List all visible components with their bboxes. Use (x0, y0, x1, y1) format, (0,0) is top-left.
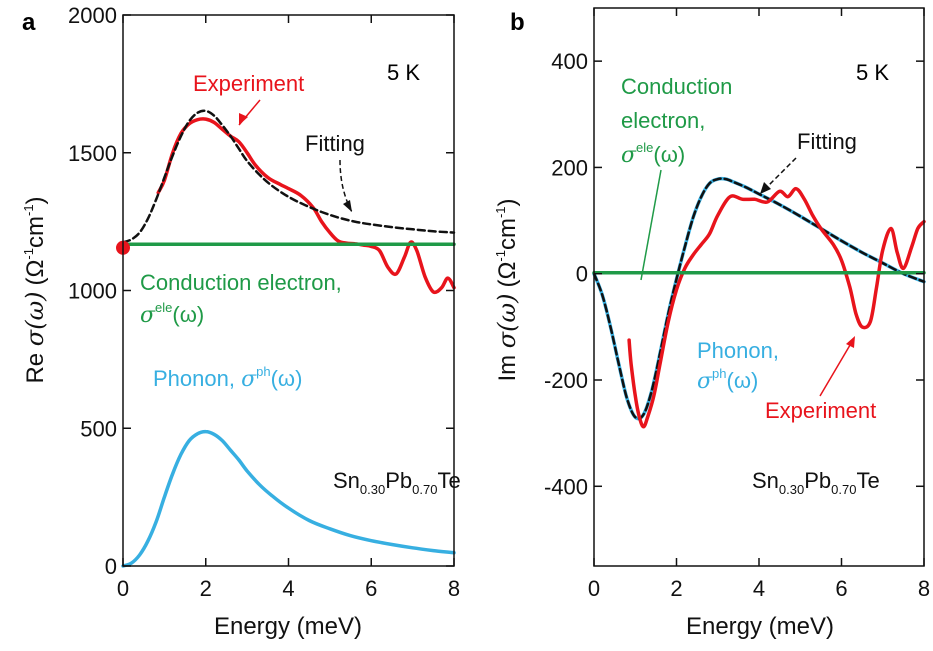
panel-a-fitting-label: Fitting (305, 131, 365, 156)
panel-a-xtick-label: 4 (282, 576, 294, 601)
panel-a-ticks: 0 2 4 6 8 0 500 1000 1500 2000 (68, 3, 460, 601)
panel-a-label: a (22, 9, 36, 36)
panel-a-series-phonon (121, 429, 456, 568)
panel-b-xtick-label: 8 (918, 576, 930, 601)
panel-a-xtick-label: 2 (200, 576, 212, 601)
panel-a-xtick-label: 8 (448, 576, 460, 601)
panel-b-conduction-pointer (640, 169, 662, 281)
panel-a-curves (116, 109, 456, 568)
panel-b-experiment-arrowhead (846, 336, 855, 348)
panel-b-phonon-symbol: σph(ω) (697, 366, 758, 394)
panel-a: a 0 2 4 6 8 0 500 1000 1500 2000 5 K Experiment F… (21, 3, 461, 640)
panel-a-ytick-label: 500 (80, 416, 117, 441)
panel-a-conduction-label: Conduction electron, (140, 270, 342, 295)
panel-a-ytick-label: 0 (105, 554, 117, 579)
panel-b-xtick-label: 0 (588, 576, 600, 601)
panel-b-fitting-label: Fitting (797, 129, 857, 154)
panel-a-sample-label: Sn0.30Pb0.70Te (333, 468, 461, 497)
panel-b-xtick-label: 4 (753, 576, 765, 601)
panel-b-ytick-label: 400 (551, 49, 588, 74)
panel-a-temperature: 5 K (387, 60, 420, 85)
panel-b-ytick-label: 200 (551, 155, 588, 180)
panel-a-series-fitting (121, 109, 456, 244)
panel-a-ytick-label: 1000 (68, 279, 117, 304)
panel-b-temperature: 5 K (856, 60, 889, 85)
panel-b-ticks: 0 2 4 6 8 -400 -200 0 200 400 (544, 8, 930, 601)
panel-a-fitting-arrowhead (343, 200, 352, 212)
panel-a-phonon-label: Phonon, σph(ω) (153, 364, 302, 392)
panel-b-xlabel: Energy (meV) (686, 613, 834, 640)
panel-b-xtick-label: 6 (835, 576, 847, 601)
panel-b-ylabel: Im σ(ω)(Ω-1cm-1) (493, 198, 521, 381)
panel-a-series-experiment (156, 117, 456, 295)
panel-b-experiment-label: Experiment (765, 398, 876, 423)
panel-b-conduction-label-2: electron, (621, 108, 705, 133)
panel-b-xtick-label: 2 (670, 576, 682, 601)
panel-a-experiment-label: Experiment (193, 71, 304, 96)
panel-b-ytick-label: -200 (544, 368, 588, 393)
panel-b-series-experiment (627, 186, 926, 429)
panel-a-xlabel: Energy (meV) (214, 613, 362, 640)
panel-b-sample-label: Sn0.30Pb0.70Te (752, 468, 880, 497)
panel-b-ytick-label: -400 (544, 474, 588, 499)
panel-a-xtick-label: 6 (365, 576, 377, 601)
panel-b-fitting-arrowhead (760, 182, 771, 194)
panel-a-ytick-label: 2000 (68, 3, 117, 28)
panel-b-label: b (510, 9, 525, 36)
panel-a-ylabel: Re σ(ω)(Ω-1cm-1) (21, 196, 49, 383)
panel-b-series-fitting (592, 177, 926, 420)
panel-a-xtick-label: 0 (117, 576, 129, 601)
panel-b-conduction-label-1: Conduction (621, 74, 732, 99)
panel-b-conduction-symbol: σele(ω) (621, 140, 685, 168)
panel-b-phonon-label: Phonon, (697, 338, 779, 363)
panel-b: b 0 2 4 6 8 -400 -200 0 200 400 5 K Conduction el… (493, 7, 930, 640)
panel-b-curves (592, 176, 926, 429)
panel-a-experiment-arrowhead (239, 113, 248, 125)
panel-a-conduction-symbol: σele(ω) (140, 300, 204, 328)
panel-b-ytick-label: 0 (576, 262, 588, 287)
panel-b-experiment-arrow (819, 339, 854, 397)
panel-a-ytick-label: 1500 (68, 141, 117, 166)
